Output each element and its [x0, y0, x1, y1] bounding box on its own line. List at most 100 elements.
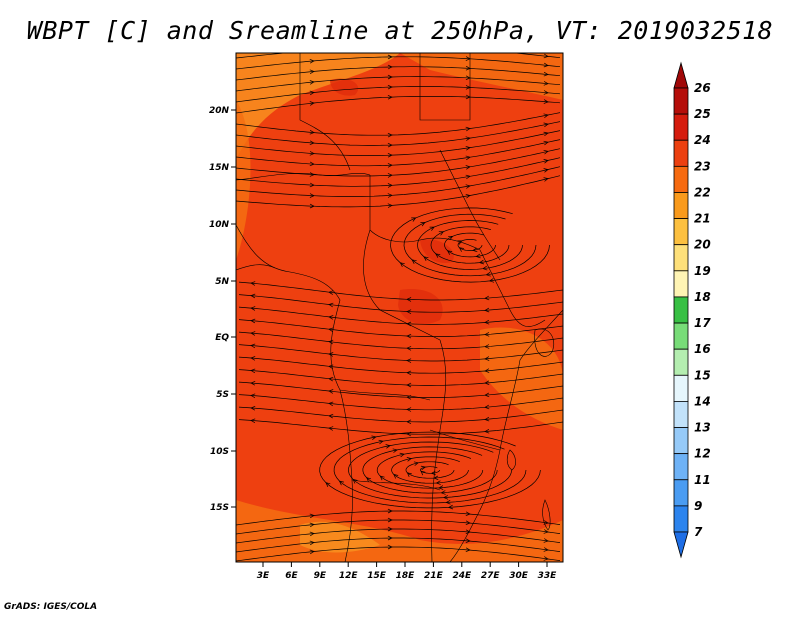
border-7 [339, 389, 431, 401]
colorbar-segment [673, 139, 689, 167]
streamline-arrowhead [328, 327, 334, 332]
lat-label: 15N [209, 163, 230, 173]
border-3 [299, 53, 351, 171]
streamline-27 [238, 368, 563, 388]
colorbar-label: 13 [694, 421, 711, 435]
streamline-path [236, 139, 561, 167]
streamline-path [238, 369, 563, 386]
lake-tanganyika [506, 449, 516, 471]
streamline-path [236, 157, 561, 187]
streamline-arrowhead [435, 253, 441, 258]
streamline-arrowhead [387, 132, 393, 138]
streamline-arrowhead [484, 392, 490, 398]
country-borders [236, 53, 563, 562]
streamline-path [236, 519, 561, 535]
streamline-arrowhead [387, 183, 393, 188]
streamline-33 [405, 461, 455, 481]
streamline-30 [238, 405, 563, 425]
streamline-arrowhead [406, 472, 412, 478]
map-panel [236, 45, 563, 562]
colorbar-label: 19 [694, 264, 711, 278]
streamline-arrowhead [433, 475, 439, 481]
colorbar-label: 9 [694, 499, 702, 513]
streamline-42 [236, 526, 561, 544]
colorbar-label: 17 [694, 316, 711, 330]
field-patch-warm-mid [420, 239, 454, 264]
streamline-arrowhead [250, 405, 256, 411]
streamline-arrowhead [488, 278, 495, 283]
streamline-arrowhead [406, 395, 412, 400]
longitude-axis: 3E 6E 9E 12E 15E 18E 21E 24E 27E 30E 33E [257, 562, 557, 581]
streamline-arrowhead [250, 306, 256, 311]
streamline-arrowhead [309, 151, 315, 156]
streamline-arrowhead [543, 538, 549, 543]
streamline-arrowhead [466, 47, 470, 51]
streamline-arrowhead [485, 272, 491, 277]
streamline-arrowhead [387, 508, 393, 514]
streamline-path [236, 95, 561, 114]
streamline-arrowhead [543, 81, 549, 86]
streamline-6 [236, 112, 561, 138]
streamline-arrowhead [328, 413, 334, 419]
colorbar-label: 24 [694, 133, 711, 147]
streamline-arrowhead [387, 193, 393, 198]
lat-label: 10N [209, 220, 230, 230]
border-10 [479, 249, 546, 327]
streamline-arrowhead [309, 140, 315, 146]
streamline-path [238, 381, 563, 398]
streamline-arrowhead [465, 520, 471, 526]
streamline-arrowhead [399, 262, 405, 267]
streamline-path [236, 112, 561, 136]
streamline-0 [236, 45, 561, 59]
lat-label: 10S [210, 447, 229, 457]
lon-label: 6E [285, 571, 298, 581]
streamline-arrowhead [484, 332, 490, 337]
streamline-arrowhead [387, 54, 393, 60]
streamline-13 [236, 175, 561, 209]
streamline-arrowhead [385, 444, 391, 449]
streamline-arrowhead [309, 129, 315, 135]
streamline-22 [238, 306, 563, 327]
streamline-arrowhead [438, 231, 444, 236]
streamline-15 [444, 232, 496, 259]
streamline-arrowhead [543, 140, 549, 146]
streamline-arrowhead [250, 418, 256, 424]
field-patch-northeast [400, 53, 563, 100]
streamline-arrowhead [543, 529, 549, 534]
streamline-37 [348, 441, 512, 500]
streamline-arrowhead [309, 182, 315, 188]
streamline-arrowhead [406, 370, 412, 376]
streamline-arrowhead [250, 343, 256, 349]
streamline-24 [238, 331, 563, 351]
streamline-arrowhead [309, 58, 315, 64]
streamline-17 [417, 220, 523, 271]
streamline-2 [236, 64, 561, 81]
streamline-arrowhead [465, 94, 471, 100]
streamline-arrowhead [543, 99, 549, 104]
streamline-arrowhead [387, 203, 393, 208]
streamline-path [236, 86, 561, 103]
colorbar-segment [673, 218, 689, 246]
streamline-18 [403, 213, 537, 277]
streamline-arrowhead [465, 75, 471, 81]
field-patch-east [480, 327, 563, 430]
streamline-path [236, 175, 561, 208]
streamline-arrowhead [484, 404, 490, 410]
colorbar-label: 11 [694, 473, 711, 487]
streamline-path [238, 406, 563, 423]
lon-label: 21E [424, 571, 444, 581]
streamline-arrowhead [543, 122, 549, 128]
streamline-26 [238, 356, 563, 376]
streamline-arrowhead [406, 457, 412, 462]
streamline-arrowhead [543, 131, 549, 137]
streamline-arrowhead [406, 346, 412, 351]
streamline-arrowhead [465, 165, 471, 170]
lat-label: 15S [210, 503, 229, 513]
streamline-36 [362, 446, 498, 495]
streamline-arrowhead [465, 56, 471, 61]
streamline-arrowhead [388, 45, 392, 49]
streamline-arrowhead [406, 382, 412, 388]
streamline-arrowhead [310, 49, 314, 53]
streamline-arrowhead [543, 547, 549, 552]
streamline-arrowhead [328, 389, 334, 394]
